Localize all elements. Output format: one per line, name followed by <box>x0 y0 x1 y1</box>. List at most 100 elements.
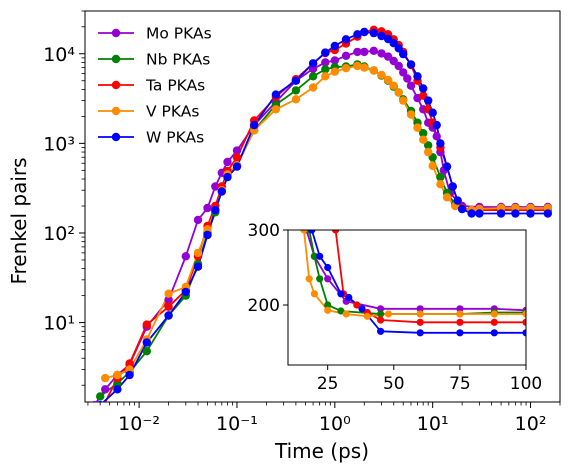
inset-data-point-w-pkas <box>337 290 345 298</box>
data-point-v-pkas <box>330 67 339 76</box>
inset-data-point-w-pkas <box>377 327 385 335</box>
inset-data-point-v-pkas <box>416 310 424 318</box>
legend-label: V PKAs <box>146 103 199 121</box>
data-point-v-pkas <box>406 110 416 119</box>
inset-data-point-v-pkas <box>324 306 332 314</box>
inset-y-tick-label: 200 <box>248 296 280 316</box>
data-point-w-pkas <box>436 139 445 148</box>
data-point-w-pkas <box>330 41 339 51</box>
data-point-w-pkas <box>291 76 301 85</box>
inset-data-point-ta-pkas <box>490 318 498 326</box>
inset-x-tick-label: 75 <box>449 374 471 394</box>
inset-data-point-nb-pkas <box>316 275 324 283</box>
y-tick-label: 10¹ <box>43 313 75 335</box>
data-point-mo-pkas <box>321 58 330 67</box>
data-point-v-pkas <box>360 63 369 72</box>
data-point-mo-pkas <box>330 56 339 65</box>
inset-data-point-nb-pkas <box>337 307 345 315</box>
x-tick-label: 10⁰ <box>319 413 351 435</box>
data-point-v-pkas <box>164 289 173 298</box>
data-point-w-pkas <box>442 162 452 171</box>
legend-label: Nb PKAs <box>146 51 210 69</box>
data-point-mo-pkas <box>101 385 110 394</box>
main-plot: 10⁻² 10⁻¹ 10⁰ 10¹ 10² 10¹ 10² 10³ 10⁴ Time (ps)… <box>7 10 561 463</box>
data-point-v-pkas <box>101 373 110 383</box>
data-point-v-pkas <box>428 161 437 171</box>
x-tick-label: 10⁻² <box>118 413 160 435</box>
inset-data-point-v-pkas <box>384 310 393 318</box>
data-point-w-pkas <box>496 209 506 218</box>
data-point-mo-pkas <box>193 215 203 225</box>
data-point-v-pkas <box>377 70 386 80</box>
inset-data-point-ta-pkas <box>456 318 464 326</box>
data-point-w-pkas <box>369 28 378 38</box>
inset-data-point-nb-pkas <box>324 301 332 309</box>
data-point-w-pkas <box>428 108 437 117</box>
legend-swatch-marker <box>111 106 121 116</box>
inset-data-point-w-pkas <box>490 329 498 337</box>
data-point-w-pkas <box>353 30 362 39</box>
legend: Mo PKAs Nb PKAs Ta PKAs V PKAs W PKAs <box>98 25 212 147</box>
data-point-mo-pkas <box>353 47 362 57</box>
inset-data-point-v-pkas <box>300 230 308 234</box>
inset-data-point-w-pkas <box>522 329 526 337</box>
inset-data-point-v-pkas <box>456 310 464 318</box>
data-point-w-pkas <box>142 338 151 347</box>
inset-data-point-v-pkas <box>363 312 371 320</box>
inset-y-tick-label: 300 <box>248 221 280 241</box>
data-point-mo-pkas <box>399 68 408 77</box>
data-point-nb-pkas <box>436 172 445 182</box>
inset-data-point-w-pkas <box>308 230 316 234</box>
inset-data-point-ta-pkas <box>416 318 424 326</box>
main-y-ticks: 10¹ 10² 10³ 10⁴ <box>43 10 85 386</box>
data-point-v-pkas <box>419 135 428 144</box>
data-point-w-pkas <box>125 370 134 380</box>
inset-data-point-v-pkas <box>310 290 318 298</box>
data-point-v-pkas <box>353 61 362 71</box>
data-point-ta-pkas <box>142 320 151 329</box>
inset-data-point-w-pkas <box>456 329 464 337</box>
data-point-ta-pkas <box>125 359 134 368</box>
data-point-w-pkas <box>217 187 226 196</box>
data-point-mo-pkas <box>232 146 242 155</box>
data-point-mo-pkas <box>223 157 232 167</box>
inset-data-point-w-pkas <box>324 263 332 272</box>
data-point-v-pkas <box>389 81 398 90</box>
inset-data-point-mo-pkas <box>377 305 385 313</box>
inset-plot-frame <box>287 229 527 366</box>
data-point-nb-pkas <box>424 141 433 150</box>
data-point-w-pkas <box>308 59 318 68</box>
data-point-w-pkas <box>457 204 467 214</box>
data-point-w-pkas <box>424 96 433 105</box>
legend-label: Mo PKAs <box>146 25 212 43</box>
inset-data-point-ta-pkas <box>377 316 385 324</box>
data-point-w-pkas <box>181 287 190 297</box>
legend-entry-v-pkas: V PKAs <box>98 103 199 121</box>
data-point-mo-pkas <box>394 61 403 71</box>
data-point-w-pkas <box>526 209 535 218</box>
data-point-v-pkas <box>308 83 318 92</box>
legend-entry-mo-pkas: Mo PKAs <box>98 25 212 43</box>
inset-y-ticks: 200 300 <box>248 221 288 316</box>
data-point-v-pkas <box>291 95 301 104</box>
inset-data-point-mo-pkas <box>324 275 332 283</box>
inset-data-point-v-pkas <box>490 310 498 318</box>
data-point-ta-pkas <box>232 153 242 162</box>
x-tick-label: 10² <box>515 413 547 435</box>
data-point-v-pkas <box>113 370 122 380</box>
data-point-mo-pkas <box>377 49 386 58</box>
inset-data-point-ta-pkas <box>332 230 340 234</box>
inset-series-markers <box>300 230 526 337</box>
data-point-mo-pkas <box>91 400 98 402</box>
data-point-mo-pkas <box>203 203 212 213</box>
legend-label: W PKAs <box>146 129 204 147</box>
inset-data-point-w-pkas <box>345 293 353 302</box>
legend-entry-w-pkas: W PKAs <box>98 129 204 147</box>
legend-swatch-marker <box>111 132 121 142</box>
data-point-nb-pkas <box>308 72 318 81</box>
x-axis-label: Time (ps) <box>274 439 369 463</box>
data-point-v-pkas <box>383 75 393 85</box>
data-point-w-pkas <box>413 72 422 81</box>
inset-data-point-v-pkas <box>342 310 350 318</box>
inset-data-point-mo-pkas <box>456 305 464 313</box>
